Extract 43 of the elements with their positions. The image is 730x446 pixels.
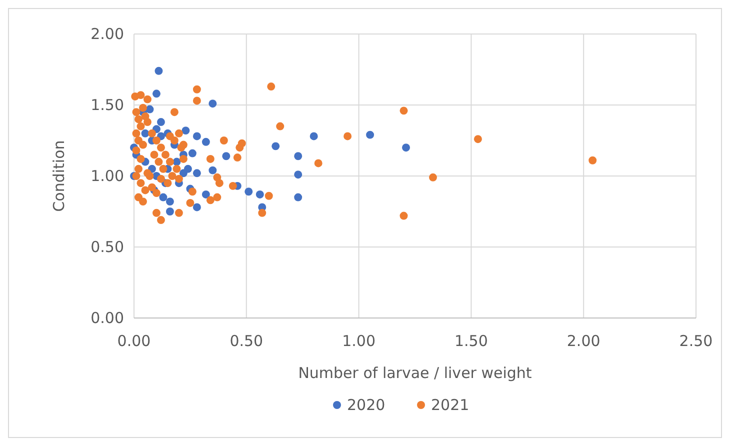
- legend-label: 2021: [431, 396, 470, 414]
- x-tick-label: 2.00: [566, 332, 600, 350]
- point: [188, 149, 196, 158]
- point: [294, 193, 302, 202]
- x-tick-label: 1.50: [454, 332, 488, 350]
- y-axis-title: Condition: [50, 140, 68, 212]
- y-tick-label: 0.00: [90, 309, 124, 327]
- point: [166, 198, 174, 206]
- point: [202, 190, 210, 198]
- point: [294, 170, 302, 179]
- point: [141, 129, 150, 138]
- legend-label: 2020: [347, 396, 386, 414]
- point: [152, 90, 160, 98]
- y-tick-label: 1.00: [90, 167, 124, 185]
- point: [182, 126, 190, 135]
- point: [310, 132, 318, 140]
- point: [159, 193, 168, 202]
- point: [146, 105, 154, 114]
- point: [222, 152, 230, 160]
- point: [166, 208, 174, 216]
- y-tick-label: 2.00: [90, 25, 124, 43]
- x-tick-label: 1.00: [342, 332, 376, 350]
- y-tick-label: 0.50: [90, 238, 124, 256]
- point: [366, 130, 374, 139]
- point: [256, 190, 264, 198]
- y-tick-label: 1.50: [90, 96, 124, 114]
- point: [154, 66, 163, 75]
- x-tick-label: 2.50: [679, 332, 713, 350]
- point: [184, 164, 192, 173]
- point: [272, 142, 280, 150]
- x-axis-title: Number of larvae / liver weight: [298, 364, 532, 382]
- point: [202, 138, 210, 146]
- point: [208, 100, 217, 108]
- point: [192, 132, 201, 140]
- point: [244, 188, 253, 196]
- point: [402, 144, 410, 152]
- point: [208, 166, 217, 174]
- point: [192, 203, 201, 212]
- point: [156, 118, 165, 126]
- point: [192, 169, 201, 178]
- x-tick-label: 0.50: [230, 332, 264, 350]
- point: [294, 152, 302, 160]
- x-tick-label: 0.00: [117, 332, 151, 350]
